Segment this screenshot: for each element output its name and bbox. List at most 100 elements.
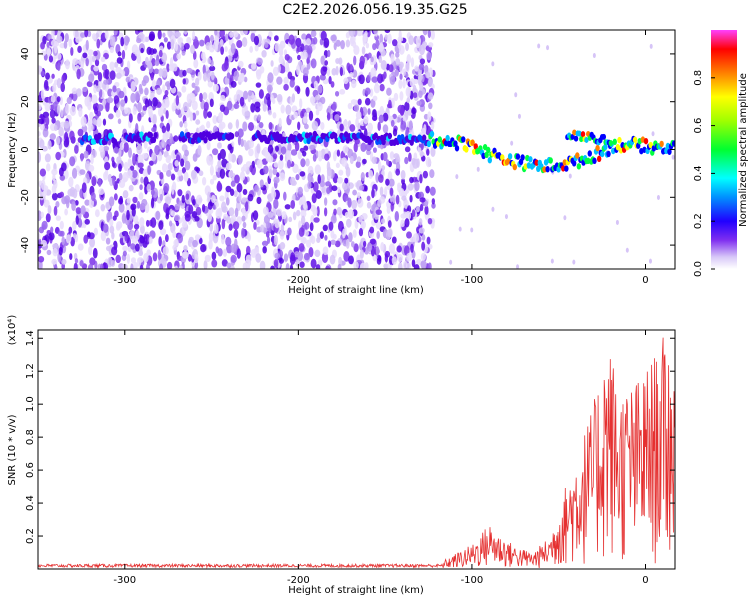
noise-blob [236, 40, 243, 48]
noise-blob [615, 219, 619, 225]
noise-blob [395, 155, 401, 165]
noise-blob [215, 246, 220, 254]
noise-blob [537, 43, 541, 49]
noise-blob [263, 165, 269, 175]
noise-blob [376, 231, 380, 239]
noise-blob [280, 146, 287, 155]
noise-blob [132, 152, 136, 164]
noise-blob [391, 97, 395, 108]
noise-blob [310, 258, 317, 269]
noise-blob [170, 210, 176, 217]
noise-blob [407, 183, 414, 191]
noise-blob [146, 263, 150, 269]
noise-blob [356, 191, 361, 199]
noise-blob [64, 208, 68, 216]
noise-blob [272, 168, 278, 176]
noise-blob [80, 32, 86, 38]
noise-blob [217, 180, 222, 191]
noise-blob [388, 99, 392, 109]
noise-blob [128, 147, 133, 159]
noise-blob [259, 260, 266, 269]
noise-blob [343, 195, 349, 201]
noise-blob [219, 195, 225, 202]
noise-blob [162, 132, 169, 141]
noise-blob [65, 59, 70, 70]
noise-blob [77, 128, 84, 137]
signal-blob [665, 142, 671, 150]
noise-blob [61, 74, 66, 84]
noise-blob [186, 67, 193, 74]
noise-blob [100, 230, 107, 242]
noise-blob [273, 258, 279, 268]
noise-blob [371, 115, 378, 121]
noise-blob [237, 135, 242, 146]
noise-blob [301, 33, 307, 40]
noise-blob [151, 126, 157, 133]
noise-blob [266, 236, 271, 244]
noise-blob [55, 215, 62, 221]
noise-blob [148, 236, 153, 244]
noise-blob [352, 189, 357, 196]
noise-blob [70, 236, 75, 247]
noise-blob [144, 36, 150, 43]
noise-blob [102, 145, 110, 152]
noise-blob [253, 35, 260, 46]
noise-blob [328, 221, 334, 231]
snr-x-label: Height of straight line (km) [288, 585, 424, 596]
noise-blob [206, 120, 211, 129]
noise-blob [394, 69, 399, 77]
noise-blob [302, 67, 309, 77]
noise-blob [75, 207, 82, 215]
noise-blob [132, 106, 137, 115]
noise-blob [52, 173, 56, 182]
noise-blob [91, 176, 97, 187]
noise-blob [229, 31, 234, 38]
noise-blob [123, 142, 129, 153]
noise-blob [230, 43, 236, 54]
signal-blob [612, 138, 617, 146]
noise-blob [285, 104, 292, 115]
noise-blob [267, 109, 273, 116]
signal-blob [381, 138, 386, 146]
noise-blob [52, 101, 58, 111]
noise-blob [191, 82, 196, 89]
noise-blob [338, 57, 343, 65]
noise-blob [289, 254, 296, 265]
noise-blob [243, 30, 248, 36]
noise-blob [136, 102, 142, 113]
noise-blob [300, 43, 305, 52]
noise-blob [259, 179, 264, 188]
signal-blob [528, 156, 533, 163]
noise-blob [234, 174, 240, 184]
noise-blob [241, 215, 246, 222]
signal-blob [584, 136, 589, 143]
noise-blob [112, 85, 117, 93]
noise-blob [419, 174, 423, 184]
noise-blob [166, 83, 171, 91]
noise-blob [391, 256, 397, 265]
noise-blob [168, 220, 173, 227]
noise-blob [342, 181, 348, 191]
noise-blob [426, 236, 431, 245]
noise-blob [58, 126, 64, 137]
noise-blob [61, 258, 67, 265]
noise-blob [165, 155, 171, 164]
signal-blob [186, 131, 191, 139]
noise-blob [181, 194, 185, 204]
noise-blob [71, 87, 78, 95]
noise-blob [306, 45, 313, 55]
noise-blob [226, 100, 233, 111]
signal-blob [229, 132, 235, 140]
noise-blob [305, 158, 310, 167]
noise-blob [278, 258, 284, 264]
colorbar: 0.0 0.2 0.4 0.6 0.8 Normalized spectral ampl… [693, 30, 749, 277]
noise-blob [56, 35, 63, 44]
noise-blob [161, 125, 167, 134]
noise-blob [119, 141, 125, 151]
noise-blob [186, 93, 192, 104]
noise-blob [187, 254, 192, 262]
noise-blob [139, 224, 145, 235]
noise-blob [93, 50, 98, 57]
noise-blob [100, 204, 106, 212]
noise-blob [296, 64, 301, 76]
